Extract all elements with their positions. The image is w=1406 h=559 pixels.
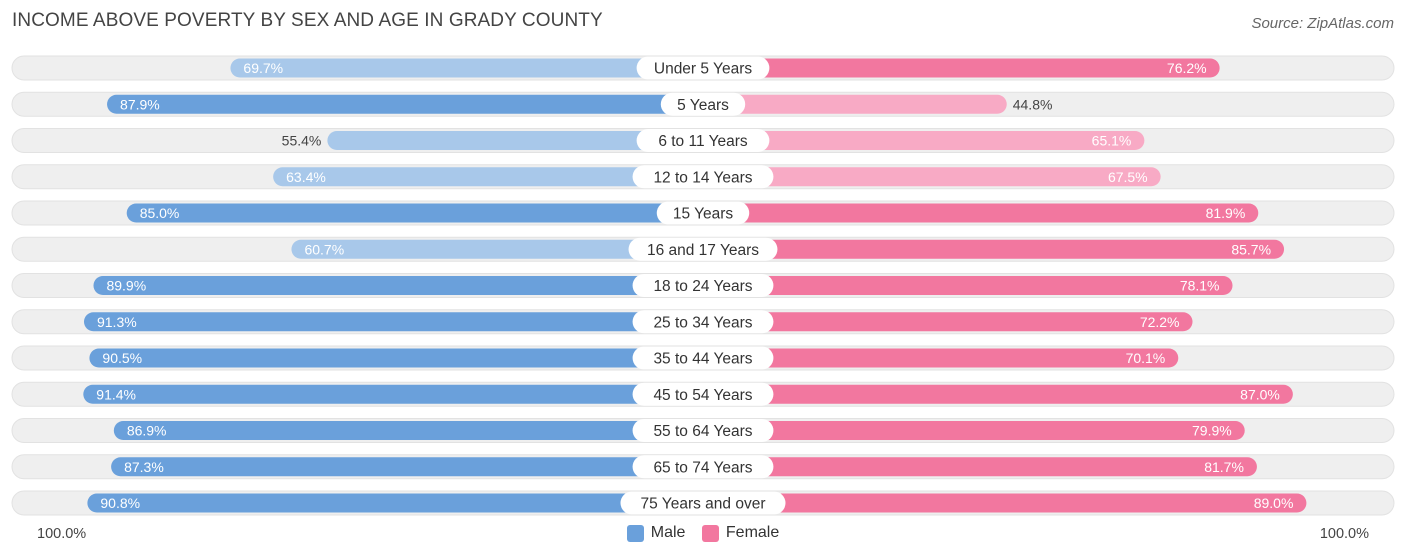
female-value-label: 79.9% — [1192, 423, 1232, 439]
category-label: 25 to 34 Years — [653, 314, 752, 331]
female-bar[interactable] — [703, 348, 1179, 368]
female-value-label: 70.1% — [1126, 350, 1166, 366]
female-bar[interactable] — [703, 239, 1285, 259]
category-label: 16 and 17 Years — [647, 242, 759, 259]
category-label: 6 to 11 Years — [658, 133, 748, 150]
male-bar[interactable] — [230, 58, 703, 78]
female-value-label: 67.5% — [1108, 169, 1148, 185]
male-value-label: 86.9% — [127, 423, 167, 439]
category-pill — [632, 455, 774, 479]
male-bar[interactable] — [83, 312, 703, 332]
female-value-label: 87.0% — [1240, 386, 1280, 402]
female-bar[interactable] — [703, 493, 1307, 513]
male-value-label: 91.3% — [97, 314, 137, 330]
female-value-label: 65.1% — [1092, 133, 1132, 149]
male-value-label: 55.4% — [282, 133, 322, 149]
category-label: 18 to 24 Years — [653, 278, 752, 295]
category-label: 15 Years — [673, 206, 734, 223]
male-bar[interactable] — [87, 493, 704, 513]
category-pill — [632, 419, 774, 442]
female-value-label: 76.2% — [1167, 60, 1207, 76]
male-value-label: 87.3% — [124, 459, 164, 475]
category-pill — [660, 92, 746, 116]
male-value-label: 69.7% — [243, 60, 283, 76]
category-pill — [632, 310, 774, 334]
source-label: Source: ZipAtlas.com — [1251, 15, 1394, 32]
male-bar[interactable] — [273, 167, 703, 187]
female-bar[interactable] — [703, 167, 1161, 187]
category-label: 35 to 44 Years — [653, 351, 752, 368]
female-bar[interactable] — [703, 131, 1145, 150]
legend-male-label: Male — [650, 524, 686, 541]
category-pill — [656, 201, 750, 225]
category-pill — [636, 56, 770, 80]
male-bar[interactable] — [111, 457, 703, 477]
female-value-label: 78.1% — [1180, 278, 1220, 294]
male-bar[interactable] — [113, 421, 704, 440]
category-label: 12 to 14 Years — [653, 169, 752, 186]
male-value-label: 63.4% — [286, 169, 326, 185]
category-pill — [632, 274, 774, 297]
category-pill — [636, 129, 770, 152]
female-bar[interactable] — [703, 421, 1245, 440]
female-bar[interactable] — [703, 203, 1259, 223]
female-value-label: 81.7% — [1204, 459, 1244, 475]
chart-title: INCOME ABOVE POVERTY BY SEX AND AGE IN G… — [12, 10, 603, 31]
male-bar[interactable] — [93, 276, 703, 295]
male-bar[interactable] — [89, 348, 703, 368]
male-bar[interactable] — [291, 239, 703, 259]
female-bar[interactable] — [703, 457, 1257, 477]
legend-item-male[interactable]: Male — [626, 524, 686, 542]
male-swatch-icon — [626, 524, 644, 542]
legend: Male Female — [0, 524, 1406, 547]
category-pill — [632, 165, 774, 189]
right-axis-label: 100.0% — [1319, 526, 1369, 542]
female-bar[interactable] — [703, 276, 1233, 295]
legend-item-female[interactable]: Female — [701, 524, 780, 542]
male-value-label: 85.0% — [140, 205, 180, 221]
male-value-label: 89.9% — [106, 278, 146, 294]
male-bar[interactable] — [327, 131, 703, 150]
female-swatch-icon — [701, 524, 719, 542]
female-bar[interactable] — [703, 312, 1193, 332]
male-value-label: 90.5% — [102, 350, 142, 366]
female-value-label: 72.2% — [1140, 314, 1180, 330]
category-label: 75 Years and over — [641, 496, 766, 513]
category-label: 55 to 64 Years — [653, 423, 752, 440]
female-value-label: 81.9% — [1206, 205, 1246, 221]
female-value-label: 89.0% — [1254, 495, 1294, 511]
left-axis-label: 100.0% — [37, 526, 87, 542]
male-bar[interactable] — [126, 203, 703, 223]
female-bar[interactable] — [703, 384, 1293, 404]
female-value-label: 44.8% — [1013, 96, 1053, 112]
female-bar[interactable] — [703, 94, 1007, 114]
category-label: 45 to 54 Years — [653, 387, 752, 404]
category-pill — [632, 382, 774, 406]
category-pill — [632, 346, 774, 370]
female-bar[interactable] — [703, 58, 1220, 78]
legend-female-label: Female — [725, 524, 780, 541]
male-value-label: 90.8% — [100, 495, 140, 511]
male-bar[interactable] — [83, 384, 704, 404]
category-pill — [628, 237, 778, 261]
male-bar[interactable] — [107, 94, 703, 114]
category-pill — [620, 491, 786, 515]
male-value-label: 87.9% — [120, 96, 160, 112]
male-value-label: 91.4% — [96, 386, 136, 402]
male-value-label: 60.7% — [304, 241, 344, 257]
diverging-bar-chart: 69.7% 76.2% Under 5 Years 87.9% 44.8% 5 Years… — [11, 55, 1395, 516]
category-label: 65 to 74 Years — [653, 459, 752, 476]
category-label: 5 Years — [677, 97, 729, 114]
female-value-label: 85.7% — [1231, 241, 1271, 257]
category-label: Under 5 Years — [654, 61, 752, 78]
